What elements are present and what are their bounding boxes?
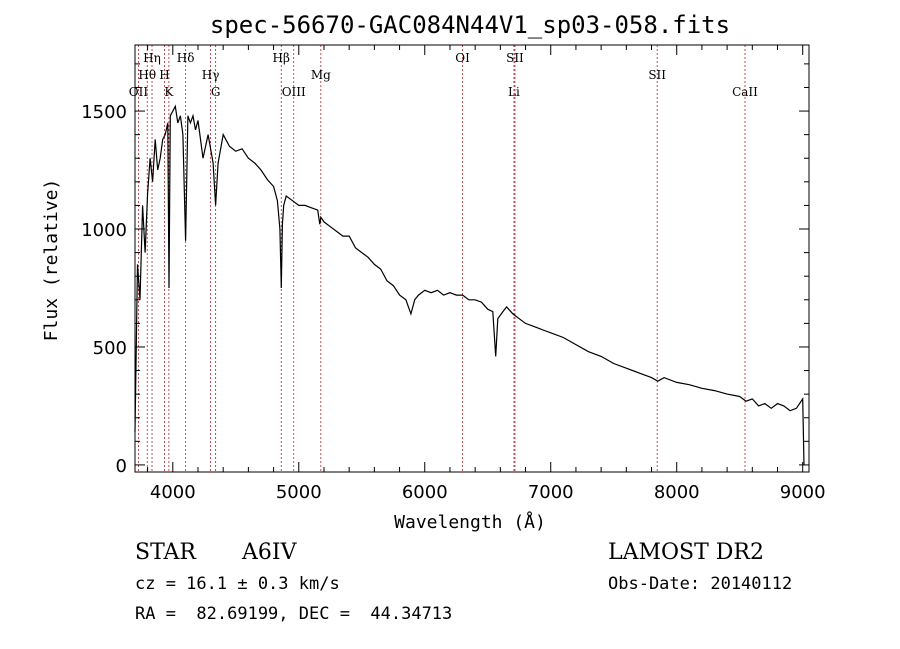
line-label-7: G [211, 85, 221, 99]
line-label-0: OII [129, 85, 149, 99]
line-label-6: Hγ [202, 68, 220, 82]
x-axis-label: Wavelength (Å) [394, 511, 546, 533]
line-label-13: Li [508, 85, 520, 99]
line-label-3: H [159, 68, 169, 82]
plot-frame [134, 44, 810, 473]
line-label-11: OI [455, 51, 470, 65]
emission-lines: OII Hθ Hη HK Hδ Hγ G Hβ OIII Mg OI SII Li SII CaII [129, 45, 758, 472]
y-tick-label-3: 1500 [81, 102, 127, 123]
y-tick-label-1: 500 [93, 338, 127, 359]
x-tick-label-3: 7000 [528, 482, 574, 503]
x-tick-label-1: 5000 [276, 482, 322, 503]
line-label-9: OIII [282, 85, 306, 99]
x-tick-label-0: 4000 [150, 482, 196, 503]
x-tick-label-5: 9000 [780, 482, 826, 503]
line-label-5: Hδ [177, 51, 195, 65]
axis-ticks: 4000 5000 6000 7000 8000 9000 0 500 1000 1500 [81, 45, 826, 503]
chart-title: spec-56670-GAC084N44V1_sp03-058.fits [210, 11, 730, 39]
line-label-8: Hβ [273, 51, 290, 65]
line-label-12: SII [506, 51, 524, 65]
object-subclass: A6IV [242, 540, 297, 565]
x-tick-label-4: 8000 [654, 482, 700, 503]
y-tick-label-2: 1000 [81, 220, 127, 241]
survey-name: LAMOST DR2 [608, 540, 764, 565]
line-label-10: Mg [311, 68, 331, 82]
line-label-15: CaII [732, 85, 758, 99]
line-label-1: Hθ [138, 68, 156, 82]
object-class: STAR [135, 540, 196, 565]
line-label-2: Hη [143, 51, 161, 65]
x-tick-label-2: 6000 [402, 482, 448, 503]
spectrum-line [134, 104, 805, 465]
coordinates: RA = 82.69199, DEC = 44.34713 [135, 604, 453, 624]
redshift-value: cz = 16.1 ± 0.3 km/s [135, 574, 340, 594]
obs-date: Obs-Date: 20140112 [608, 574, 793, 594]
line-label-4: K [164, 85, 174, 99]
line-label-14: SII [648, 68, 666, 82]
y-tick-label-0: 0 [116, 456, 127, 477]
y-axis-label: Flux (relative) [41, 179, 62, 342]
